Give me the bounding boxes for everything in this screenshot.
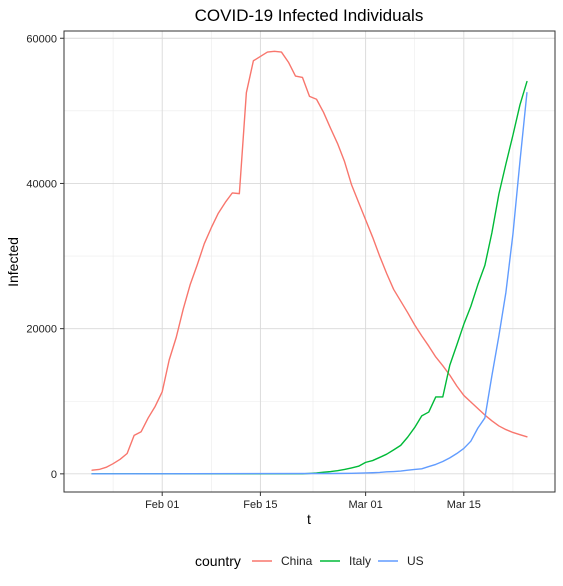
x-axis: Feb 01 Feb 15 Mar 01 Mar 15	[145, 492, 481, 511]
plot-panel	[64, 31, 555, 492]
series-lines	[91, 50, 528, 475]
x-tick-label: Feb 01	[145, 499, 179, 511]
legend: country China Italy US	[195, 553, 424, 569]
y-tick-label: 0	[51, 469, 57, 481]
y-tick-label: 60000	[26, 33, 57, 45]
minor-gridlines	[64, 31, 555, 492]
legend-title: country	[195, 553, 241, 569]
legend-label-italy: Italy	[349, 554, 371, 568]
chart-title: COVID-19 Infected Individuals	[195, 6, 424, 25]
series-line-italy	[91, 80, 528, 475]
y-axis: 0 20000 40000 60000	[26, 33, 64, 481]
x-tick-label: Feb 15	[243, 499, 277, 511]
x-tick-label: Mar 15	[447, 499, 481, 511]
x-tick-label: Mar 01	[348, 499, 382, 511]
y-tick-label: 40000	[26, 178, 57, 190]
plot-border	[63, 30, 556, 493]
series-line-china	[91, 50, 528, 471]
y-axis-title: Infected	[5, 237, 21, 287]
x-axis-title: t	[307, 511, 311, 527]
y-tick-label: 20000	[26, 324, 57, 336]
series-line-us	[91, 92, 528, 475]
legend-label-china: China	[281, 554, 313, 568]
legend-label-us: US	[407, 554, 424, 568]
